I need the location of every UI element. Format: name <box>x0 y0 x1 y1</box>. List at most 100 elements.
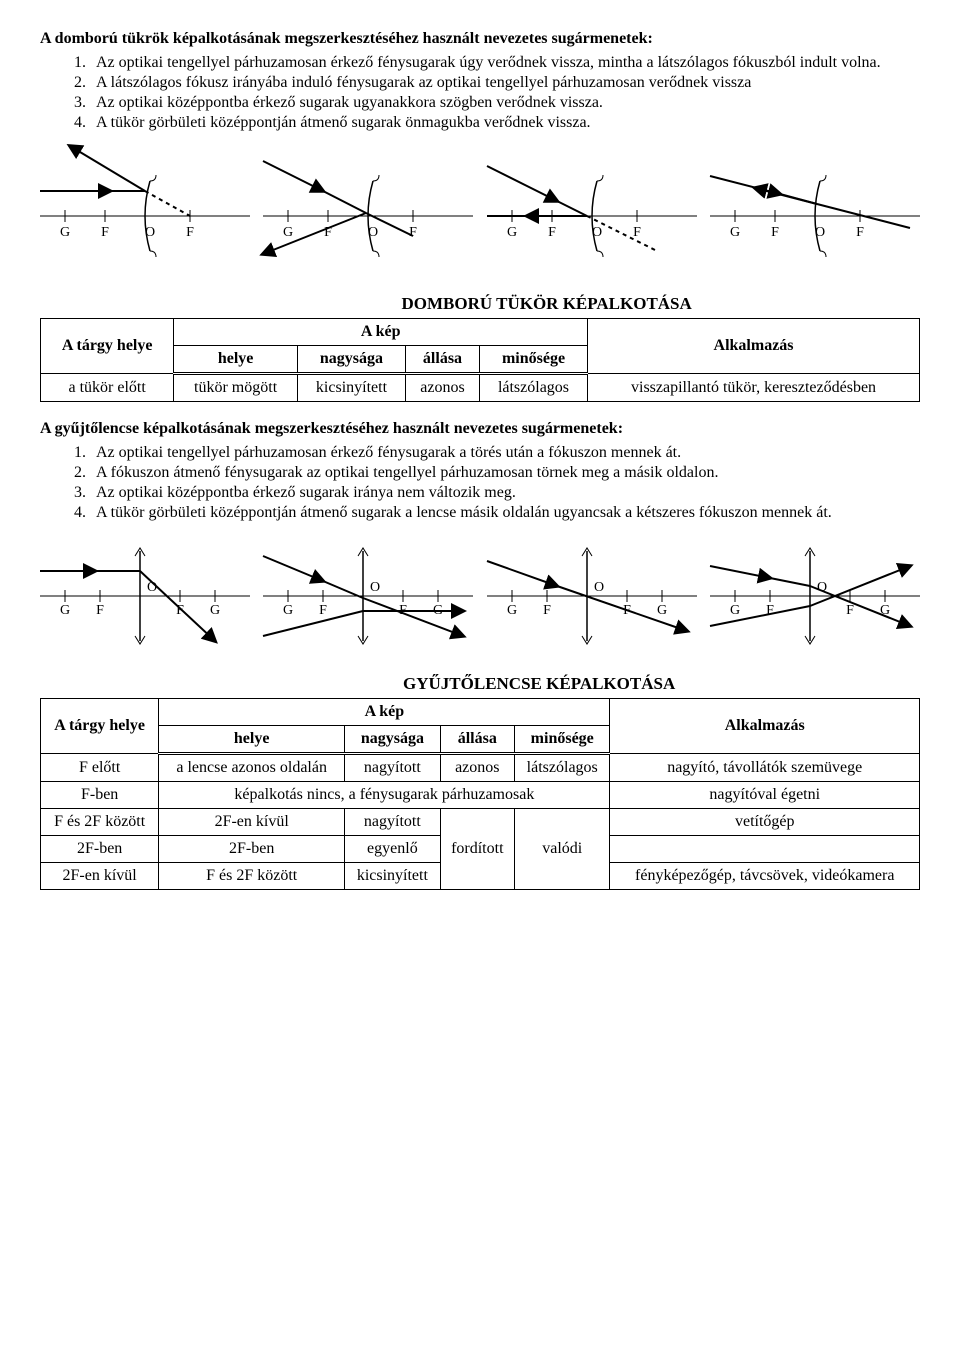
lens-diagram-1: G F O F G <box>40 536 250 646</box>
svg-text:G: G <box>507 225 517 240</box>
list-item: 1.Az optikai tengellyel párhuzamosan érk… <box>74 444 920 462</box>
svg-text:G: G <box>507 603 517 618</box>
th-allasa: állása <box>406 346 480 374</box>
svg-text:G: G <box>283 225 293 240</box>
svg-text:F: F <box>548 225 556 240</box>
cell: látszólagos <box>479 374 587 402</box>
lens-diagram-2: G F O F G <box>263 536 473 646</box>
svg-text:G: G <box>210 603 220 618</box>
th-kep: A kép <box>159 699 610 726</box>
mirror-diagram-3: G F O F <box>487 146 697 266</box>
list-num: 4. <box>74 114 96 132</box>
list-item: 2.A fókuszon átmenő fénysugarak az optik… <box>74 464 920 482</box>
table-lens: GYŰJTŐLENCSE KÉPALKOTÁSA A tárgy helye A… <box>40 670 920 890</box>
cell: a tükör előtt <box>41 374 174 402</box>
label-g: G <box>60 225 70 240</box>
svg-text:O: O <box>370 580 380 595</box>
list-num: 3. <box>74 94 96 112</box>
list-item: 3.Az optikai középpontba érkező sugarak … <box>74 94 920 112</box>
th-alk: Alkalmazás <box>610 699 920 754</box>
table-row: a tükör előtt tükör mögött kicsinyített … <box>41 374 920 402</box>
svg-text:F: F <box>543 603 551 618</box>
table2-title: GYŰJTŐLENCSE KÉPALKOTÁSA <box>159 670 920 699</box>
cell: fordított <box>440 809 514 890</box>
th-alk: Alkalmazás <box>588 319 920 374</box>
cell: F és 2F között <box>159 863 345 890</box>
svg-text:O: O <box>594 580 604 595</box>
th: helye <box>159 726 345 754</box>
cell: nagyítóval égetni <box>610 782 920 809</box>
svg-text:F: F <box>96 603 104 618</box>
cell: nagyított <box>345 809 441 836</box>
list-item: 3.Az optikai középpontba érkező sugarak … <box>74 484 920 502</box>
lens-diagram-4: G F O F G <box>710 536 920 646</box>
svg-text:G: G <box>730 225 740 240</box>
svg-text:O: O <box>147 580 157 595</box>
list-item: 2.A látszólagos fókusz irányába induló f… <box>74 74 920 92</box>
table-row: F és 2F között 2F-en kívül nagyított for… <box>41 809 920 836</box>
cell: fényképezőgép, távcsövek, videókamera <box>610 863 920 890</box>
svg-text:O: O <box>368 225 378 240</box>
th-kep: A kép <box>174 319 588 346</box>
th-helye: helye <box>174 346 298 374</box>
th: állása <box>440 726 514 754</box>
cell: F és 2F között <box>41 809 159 836</box>
section2-list: 1.Az optikai tengellyel párhuzamosan érk… <box>74 444 920 522</box>
svg-text:G: G <box>657 603 667 618</box>
svg-text:F: F <box>176 603 184 618</box>
svg-text:O: O <box>815 225 825 240</box>
lens-diagram-3: G F O F G <box>487 536 697 646</box>
svg-text:O: O <box>592 225 602 240</box>
th-targy: A tárgy helye <box>41 319 174 374</box>
cell: tükör mögött <box>174 374 298 402</box>
section1-heading: A domború tükrök képalkotásának megszerk… <box>40 30 920 48</box>
table-row: F előtt a lencse azonos oldalán nagyítot… <box>41 754 920 782</box>
cell: 2F-en kívül <box>41 863 159 890</box>
cell: 2F-en kívül <box>159 809 345 836</box>
cell: kicsinyített <box>297 374 405 402</box>
table-row: F-ben képalkotás nincs, a fénysugarak pá… <box>41 782 920 809</box>
cell: 2F-ben <box>41 836 159 863</box>
list-num: 1. <box>74 54 96 72</box>
svg-text:G: G <box>283 603 293 618</box>
cell: azonos <box>440 754 514 782</box>
cell: képalkotás nincs, a fénysugarak párhuzam… <box>159 782 610 809</box>
list-item: 1.Az optikai tengellyel párhuzamosan érk… <box>74 54 920 72</box>
svg-text:F: F <box>623 603 631 618</box>
label-f: F <box>101 225 109 240</box>
svg-text:O: O <box>817 580 827 595</box>
mirror-diagram-1: G F O F <box>40 146 250 266</box>
list-text: A tükör görbületi középpontján átmenő su… <box>96 114 920 132</box>
svg-text:F: F <box>766 603 774 618</box>
diagram-row-mirror: G F O F G F O F <box>40 146 920 266</box>
list-text: Az optikai középpontba érkező sugarak ug… <box>96 94 920 112</box>
mirror-diagram-4: G F O F <box>710 146 920 266</box>
cell: vetítőgép <box>610 809 920 836</box>
label-f2: F <box>186 225 194 240</box>
svg-text:F: F <box>324 225 332 240</box>
cell: a lencse azonos oldalán <box>159 754 345 782</box>
mirror-diagram-2: G F O F <box>263 146 473 266</box>
cell: valódi <box>514 809 610 890</box>
svg-text:F: F <box>846 603 854 618</box>
cell: nagyító, távollátók szemüvege <box>610 754 920 782</box>
th-targy: A tárgy helye <box>41 699 159 754</box>
cell: 2F-ben <box>159 836 345 863</box>
svg-text:F: F <box>633 225 641 240</box>
th-minosege: minősége <box>479 346 587 374</box>
cell: azonos <box>406 374 480 402</box>
table-mirror: DOMBORÚ TÜKÖR KÉPALKOTÁSA A tárgy helye … <box>40 290 920 402</box>
cell: visszapillantó tükör, kereszteződésben <box>588 374 920 402</box>
th-nagysaga: nagysága <box>297 346 405 374</box>
th: nagysága <box>345 726 441 754</box>
svg-text:F: F <box>409 225 417 240</box>
list-num: 2. <box>74 74 96 92</box>
cell: látszólagos <box>514 754 610 782</box>
cell: egyenlő <box>345 836 441 863</box>
cell: kicsinyített <box>345 863 441 890</box>
cell <box>610 836 920 863</box>
svg-text:G: G <box>730 603 740 618</box>
th: minősége <box>514 726 610 754</box>
list-item: 4.A tükör görbületi középpontján átmenő … <box>74 504 920 522</box>
svg-text:F: F <box>399 603 407 618</box>
